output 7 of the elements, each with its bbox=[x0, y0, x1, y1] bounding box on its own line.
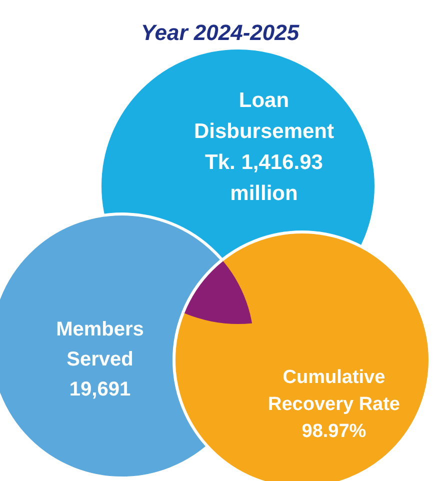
data-label: 98.97% bbox=[302, 421, 366, 442]
data-label: Tk. 1,416.93 million bbox=[205, 151, 323, 206]
text: Year 2024-2025 bbox=[140, 20, 300, 45]
category-label: Loan Disbursement bbox=[194, 89, 334, 144]
category-label: Members Served bbox=[56, 318, 144, 370]
data-label: 19,691 bbox=[69, 378, 131, 400]
category-label: Cumulative Recovery Rate bbox=[268, 367, 400, 416]
